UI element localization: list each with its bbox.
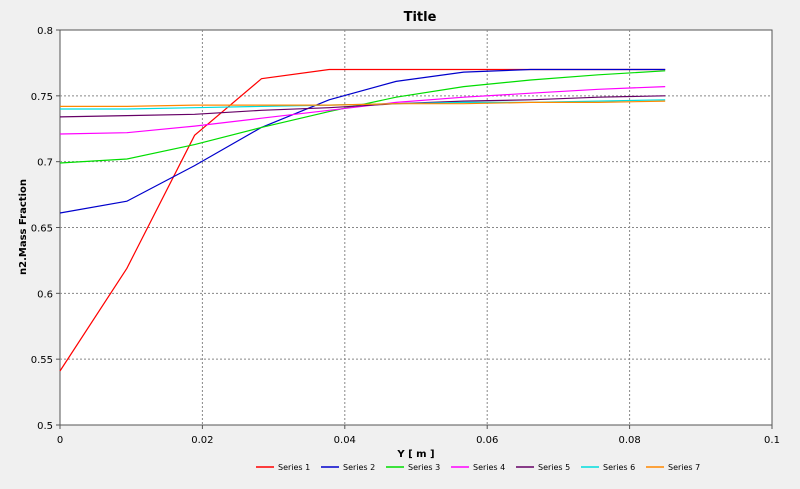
x-tick-label: 0.04 <box>334 435 356 446</box>
series-line-5 <box>59 95 666 118</box>
y-tick-label: 0.75 <box>31 92 53 103</box>
legend-item-5: Series 5 <box>516 463 570 472</box>
series-line-2 <box>59 68 666 214</box>
legend-label: Series 3 <box>408 463 440 472</box>
y-tick-label: 0.55 <box>31 355 53 366</box>
y-tick-label: 0.5 <box>37 421 53 432</box>
y-tick-label: 0.6 <box>37 289 53 300</box>
legend-item-6: Series 6 <box>581 463 635 472</box>
x-tick-label: 0 <box>57 435 63 446</box>
x-tick-label: 0.08 <box>618 435 640 446</box>
series-line-4 <box>59 86 666 135</box>
x-tick-label: 0.02 <box>191 435 213 446</box>
legend: Series 1 Series 2 Series 3 Series 4 Series 5… <box>256 463 700 472</box>
y-tick-label: 0.7 <box>37 158 53 169</box>
x-tick-label: 0.06 <box>476 435 498 446</box>
legend-label: Series 1 <box>278 463 310 472</box>
y-axis-label: n2.Mass Fraction <box>18 179 29 275</box>
legend-item-1: Series 1 <box>256 463 310 472</box>
legend-label: Series 5 <box>538 463 570 472</box>
x-tick-label: 0.1 <box>764 435 780 446</box>
legend-item-3: Series 3 <box>386 463 440 472</box>
y-tick-label: 0.65 <box>31 224 53 235</box>
axis-ticks: 0 0.02 0.04 0.06 0.08 0.1 0.5 0.55 0.6 0.65 0.7 0.7… <box>31 26 780 446</box>
legend-label: Series 6 <box>603 463 635 472</box>
legend-item-2: Series 2 <box>321 463 375 472</box>
legend-label: Series 7 <box>668 463 700 472</box>
series-line-7 <box>60 100 666 108</box>
y-tick-label: 0.8 <box>37 26 53 37</box>
series-lines <box>59 68 666 372</box>
legend-label: Series 4 <box>473 463 505 472</box>
legend-item-4: Series 4 <box>451 463 505 472</box>
legend-label: Series 2 <box>343 463 375 472</box>
legend-item-7: Series 7 <box>646 463 700 472</box>
x-axis-label: Y [ m ] <box>396 449 434 460</box>
chart-title: Title <box>404 10 437 25</box>
